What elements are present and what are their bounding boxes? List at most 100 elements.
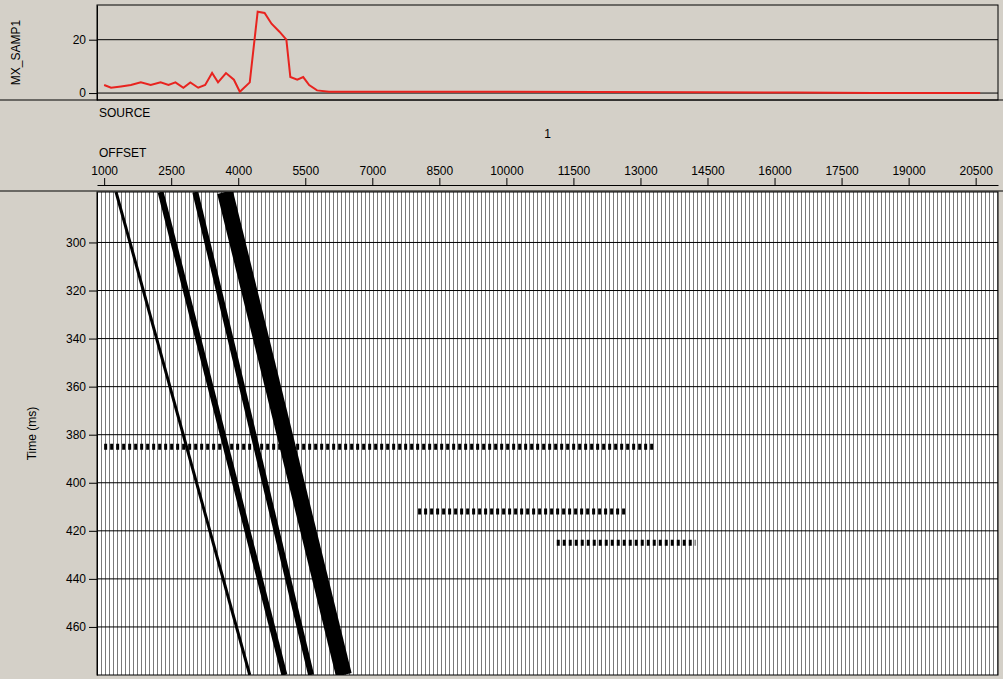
tick: 420 bbox=[66, 524, 97, 538]
tick-mark bbox=[909, 178, 910, 185]
tick-label: 380 bbox=[66, 428, 86, 442]
data-line bbox=[104, 12, 980, 93]
tick-label: 7000 bbox=[359, 164, 386, 178]
tick: 13000 bbox=[624, 164, 658, 185]
tick: 2500 bbox=[158, 164, 185, 185]
axis-line bbox=[97, 193, 98, 676]
tick-label: 360 bbox=[66, 380, 86, 394]
grid-line bbox=[97, 39, 998, 40]
tick-label: 5500 bbox=[292, 164, 319, 178]
axis-line bbox=[98, 185, 999, 186]
tick: 1000 bbox=[91, 164, 118, 185]
tick-label: 1000 bbox=[91, 164, 118, 178]
tick-label: 10000 bbox=[490, 164, 524, 178]
tick-label: 20500 bbox=[959, 164, 993, 178]
top-plot-frame bbox=[97, 5, 998, 100]
tick-label: 14500 bbox=[691, 164, 725, 178]
tick-label: 20 bbox=[73, 33, 87, 47]
tick: 340 bbox=[66, 332, 97, 346]
tick-label: 2500 bbox=[158, 164, 185, 178]
tick-mark bbox=[89, 483, 97, 484]
tick-mark bbox=[439, 178, 440, 185]
tick-label: 17500 bbox=[825, 164, 859, 178]
tick-mark bbox=[842, 178, 843, 185]
tick-mark bbox=[573, 178, 574, 185]
separator bbox=[0, 100, 1003, 101]
tick: 20 bbox=[73, 33, 97, 47]
tick-label: 0 bbox=[79, 86, 86, 100]
tick-label: 19000 bbox=[892, 164, 926, 178]
tick-mark bbox=[707, 178, 708, 185]
y-axis-title: Time (ms) bbox=[25, 407, 39, 461]
tick-mark bbox=[89, 387, 97, 388]
plot-background bbox=[97, 192, 998, 675]
tick-mark bbox=[238, 178, 239, 185]
axis-line bbox=[97, 6, 98, 101]
grid-line bbox=[97, 626, 998, 627]
tick-mark bbox=[775, 178, 776, 185]
tick: 380 bbox=[66, 428, 97, 442]
tick-mark bbox=[89, 242, 97, 243]
y-axis-title: MX_SAMP1 bbox=[9, 19, 23, 85]
tick: 11500 bbox=[558, 164, 591, 185]
event-line bbox=[161, 192, 285, 675]
tick-label: 420 bbox=[66, 524, 86, 538]
tick: 8500 bbox=[426, 164, 453, 185]
event-line bbox=[225, 192, 344, 675]
tick-label: 300 bbox=[66, 236, 86, 250]
x-axis: 1000 2500 4000 5500 7000 8500 10000 11500 13000 1… bbox=[91, 164, 998, 186]
tick-label: 460 bbox=[66, 620, 86, 634]
tick-mark bbox=[89, 531, 97, 532]
event-line bbox=[104, 444, 656, 450]
tick-mark bbox=[89, 627, 97, 628]
tick: 0 bbox=[79, 86, 97, 100]
tick: 440 bbox=[66, 572, 97, 586]
tick: 320 bbox=[66, 284, 97, 298]
tick-mark bbox=[89, 291, 97, 292]
figure: 0 20 MX_SAMP1 SOURCE 1 OFFSET 1000 2500 4000 5500… bbox=[0, 0, 1003, 679]
tick-mark bbox=[640, 178, 641, 185]
tick: 14500 bbox=[691, 164, 725, 185]
tick: 360 bbox=[66, 380, 97, 394]
annotation: SOURCE bbox=[99, 106, 150, 120]
grid-line bbox=[97, 578, 998, 579]
grid-line bbox=[97, 338, 998, 339]
grid-line bbox=[97, 290, 998, 291]
separator bbox=[0, 191, 1003, 192]
x-axis-title: OFFSET bbox=[99, 146, 147, 160]
tick: 4000 bbox=[225, 164, 252, 185]
grid-line bbox=[97, 242, 998, 243]
tick-mark bbox=[89, 339, 97, 340]
tick: 400 bbox=[66, 476, 97, 490]
tick: 5500 bbox=[292, 164, 319, 185]
tick-mark bbox=[104, 178, 105, 185]
grid-line bbox=[97, 530, 998, 531]
plot-area bbox=[104, 12, 980, 93]
tick-mark bbox=[305, 178, 306, 185]
grid-line bbox=[97, 386, 998, 387]
tick-mark bbox=[89, 435, 97, 436]
tick-label: 400 bbox=[66, 476, 86, 490]
tick-mark bbox=[89, 579, 97, 580]
tick-label: 13000 bbox=[624, 164, 658, 178]
tick-mark bbox=[89, 40, 97, 41]
y-axis: 300 320 340 360 380 400 420 440 460 bbox=[66, 193, 98, 676]
tick: 20500 bbox=[959, 164, 993, 185]
tick-label: 440 bbox=[66, 572, 86, 586]
tick-label: 4000 bbox=[225, 164, 252, 178]
tick-label: 16000 bbox=[758, 164, 792, 178]
tick-label: 11500 bbox=[558, 164, 591, 178]
tick-label: 320 bbox=[66, 284, 86, 298]
y-axis: 0 20 bbox=[73, 6, 98, 101]
tick: 17500 bbox=[825, 164, 859, 185]
tick: 300 bbox=[66, 236, 97, 250]
event-line bbox=[557, 540, 696, 546]
event-line bbox=[116, 192, 250, 675]
tick-mark bbox=[506, 178, 507, 185]
tick-mark bbox=[372, 178, 373, 185]
tick-mark bbox=[171, 178, 172, 185]
grid-line bbox=[97, 434, 998, 435]
annotation: 1 bbox=[544, 127, 551, 141]
event-line bbox=[418, 509, 626, 515]
tick: 19000 bbox=[892, 164, 926, 185]
